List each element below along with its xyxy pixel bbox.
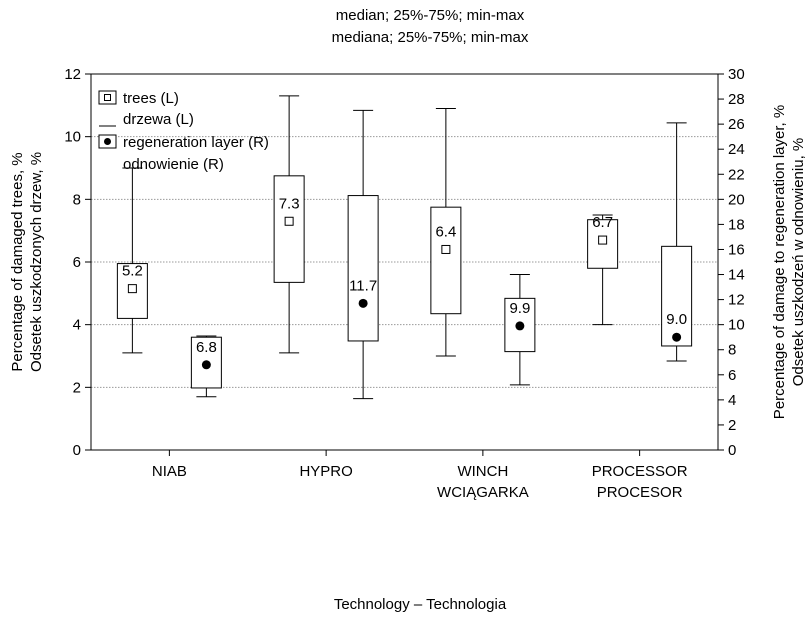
y-right-tick-label: 2 <box>728 417 736 434</box>
trees-box: 6.4 <box>430 107 462 357</box>
boxes: 5.2 7.3 6.4 6.7 6.8 11.7 9.9 9.0 <box>116 95 693 400</box>
median-marker-square <box>598 235 608 245</box>
y-right-tick-label: 10 <box>728 317 745 334</box>
median-marker-square <box>441 244 451 254</box>
legend-dot-marker-inner-icon <box>104 138 111 145</box>
y-left-tick-label: 0 <box>73 442 81 459</box>
gridlines <box>91 136 718 388</box>
y-right-tick-label: 30 <box>728 66 745 83</box>
legend-trees-label: trees (L) <box>123 90 179 107</box>
y-right-tick-label: 6 <box>728 367 736 384</box>
legend-trees-label-pl: drzewa (L) <box>123 111 194 128</box>
x-tick-label: WINCH <box>457 463 508 480</box>
chart-title-line-2: mediana; 25%-75%; min-max <box>332 29 529 46</box>
regeneration-box: 11.7 <box>347 109 379 400</box>
x-axis-label: Technology – Technologia <box>334 596 507 613</box>
iqr-box <box>273 175 305 283</box>
y-right-tick-label: 16 <box>728 241 745 258</box>
trees-box: 7.3 <box>273 95 305 354</box>
median-value-label: 11.7 <box>349 277 377 294</box>
median-value-label: 7.3 <box>279 195 300 212</box>
y-axis-right-label-line-1: Percentage of damage to regeneration lay… <box>771 105 788 419</box>
y-left-tick-label: 12 <box>64 66 81 83</box>
x-tick-label: NIAB <box>152 463 187 480</box>
y-right-tick-label: 4 <box>728 392 736 409</box>
y-right-tick-label: 14 <box>728 267 745 284</box>
y-right-tick-label: 20 <box>728 191 745 208</box>
y-left-tick-label: 6 <box>73 254 81 271</box>
y-right-tick-label: 8 <box>728 342 736 359</box>
y-right-tick-label: 22 <box>728 166 745 183</box>
x-tick-label: HYPRO <box>299 463 352 480</box>
median-value-label: 6.8 <box>196 339 217 356</box>
regeneration-box: 6.8 <box>190 335 222 398</box>
median-value-label: 9.0 <box>666 311 687 328</box>
y-right-tick-label: 28 <box>728 91 745 108</box>
median-value-label: 6.7 <box>592 214 613 231</box>
y-right-tick-label: 12 <box>728 292 745 309</box>
y-right-tick-label: 24 <box>728 141 745 158</box>
iqr-box <box>430 206 462 315</box>
x-tick-label: PROCESOR <box>597 484 683 501</box>
y-left-tick-label: 4 <box>73 317 81 334</box>
y-axis-right-label-line-2: Odsetek uszkodzeń w odnowieniu, % <box>790 138 807 386</box>
left-axis: 0 2 4 6 8 10 12 <box>64 66 91 459</box>
x-tick-label: PROCESSOR <box>592 463 688 480</box>
median-marker-dot <box>672 332 682 342</box>
trees-box: 6.7 <box>587 214 619 326</box>
y-left-tick-label: 2 <box>73 379 81 396</box>
y-right-tick-label: 0 <box>728 442 736 459</box>
y-axis-left-label-line-2: Odsetek uszkodzonych drzew, % <box>28 152 45 372</box>
y-left-tick-label: 8 <box>73 191 81 208</box>
y-right-tick-label: 18 <box>728 216 745 233</box>
median-marker-dot <box>201 360 211 370</box>
y-right-tick-label: 26 <box>728 116 745 133</box>
y-left-tick-label: 10 <box>64 129 81 146</box>
regeneration-box: 9.0 <box>661 122 693 362</box>
median-value-label: 6.4 <box>435 223 456 240</box>
y-axis-left-label-line-1: Percentage of damaged trees, % <box>9 152 26 371</box>
median-value-label: 5.2 <box>122 263 143 280</box>
median-marker-dot <box>515 321 525 331</box>
median-value-label: 9.9 <box>509 300 530 317</box>
median-marker-square <box>127 284 137 294</box>
trees-box: 5.2 <box>116 167 148 354</box>
x-tick-label: WCIĄGARKA <box>437 484 529 501</box>
median-marker-square <box>284 216 294 226</box>
iqr-box <box>347 195 379 342</box>
legend-regeneration-label-pl: odnowienie (R) <box>123 156 224 173</box>
legend-square-marker-inner-icon <box>104 94 111 101</box>
chart-title-line-1: median; 25%-75%; min-max <box>336 7 525 24</box>
iqr-box <box>661 245 693 347</box>
legend-regeneration-label: regeneration layer (R) <box>123 134 269 151</box>
x-axis: NIAB HYPRO WINCH WCIĄGARKA PROCESSOR PROCESOR <box>152 450 688 501</box>
regeneration-box: 9.9 <box>504 274 536 386</box>
legend: trees (L) drzewa (L) regeneration layer … <box>98 90 269 173</box>
median-marker-dot <box>358 298 368 308</box>
